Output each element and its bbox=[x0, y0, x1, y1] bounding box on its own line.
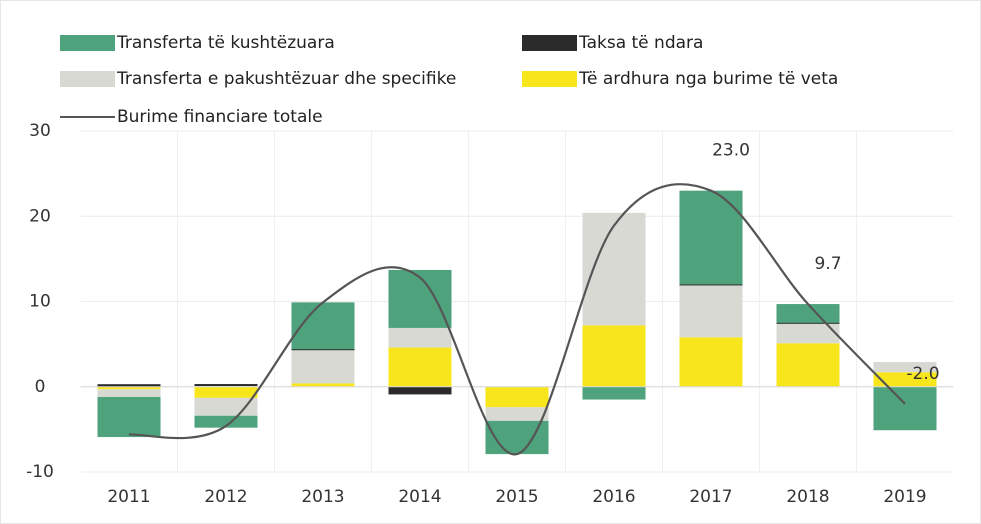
bar bbox=[388, 327, 452, 348]
y-tick-label: -10 bbox=[26, 462, 54, 482]
bar bbox=[776, 323, 840, 344]
bar bbox=[194, 384, 258, 387]
line-series bbox=[128, 183, 906, 456]
x-tick-label: 2016 bbox=[592, 487, 635, 507]
bar bbox=[485, 407, 549, 421]
bar bbox=[873, 372, 937, 387]
legend-swatch bbox=[60, 71, 115, 87]
x-tick-label: 2019 bbox=[883, 487, 926, 507]
bar bbox=[485, 386, 549, 408]
x-tick-label: 2012 bbox=[204, 487, 247, 507]
data-label: -2.0 bbox=[906, 364, 939, 384]
legend-swatch bbox=[60, 35, 115, 51]
legend-label: Transferta e pakushtëzuar dhe specifike bbox=[116, 69, 456, 89]
legend-swatch bbox=[522, 35, 577, 51]
bar bbox=[194, 386, 258, 398]
x-tick-label: 2013 bbox=[301, 487, 344, 507]
bar bbox=[194, 397, 258, 416]
y-tick-label: 0 bbox=[35, 377, 46, 397]
bar bbox=[97, 386, 161, 390]
bar bbox=[582, 325, 646, 387]
legend-label: Burime financiare totale bbox=[117, 107, 323, 127]
x-tick-label: 2011 bbox=[107, 487, 150, 507]
bar bbox=[679, 337, 743, 387]
bar bbox=[679, 190, 743, 285]
bar bbox=[388, 386, 452, 395]
bar bbox=[388, 269, 452, 328]
bar bbox=[291, 383, 355, 387]
x-tick-label: 2014 bbox=[398, 487, 441, 507]
bar bbox=[776, 304, 840, 323]
legend-label: Transferta të kushtëzuara bbox=[116, 33, 335, 53]
data-label: 23.0 bbox=[712, 141, 750, 161]
bar bbox=[388, 347, 452, 387]
bar bbox=[194, 415, 258, 428]
y-tick-label: 10 bbox=[29, 292, 51, 312]
bar bbox=[97, 384, 161, 387]
x-tick-label: 2017 bbox=[689, 487, 732, 507]
bar bbox=[582, 212, 646, 326]
legend-swatch bbox=[522, 71, 577, 87]
bar bbox=[291, 350, 355, 384]
legend-label: Taksa të ndara bbox=[578, 33, 703, 53]
bar bbox=[873, 386, 937, 431]
data-label: 9.7 bbox=[814, 254, 841, 274]
bar bbox=[97, 396, 161, 438]
legend-label: Të ardhura nga burime të veta bbox=[578, 69, 838, 89]
bar bbox=[776, 343, 840, 387]
bar bbox=[582, 386, 646, 400]
y-tick-label: 20 bbox=[29, 206, 51, 226]
x-tick-label: 2015 bbox=[495, 487, 538, 507]
bar bbox=[97, 389, 161, 397]
bar bbox=[679, 285, 743, 338]
y-tick-label: 30 bbox=[29, 121, 51, 141]
bar bbox=[873, 362, 937, 373]
x-tick-label: 2018 bbox=[786, 487, 829, 507]
